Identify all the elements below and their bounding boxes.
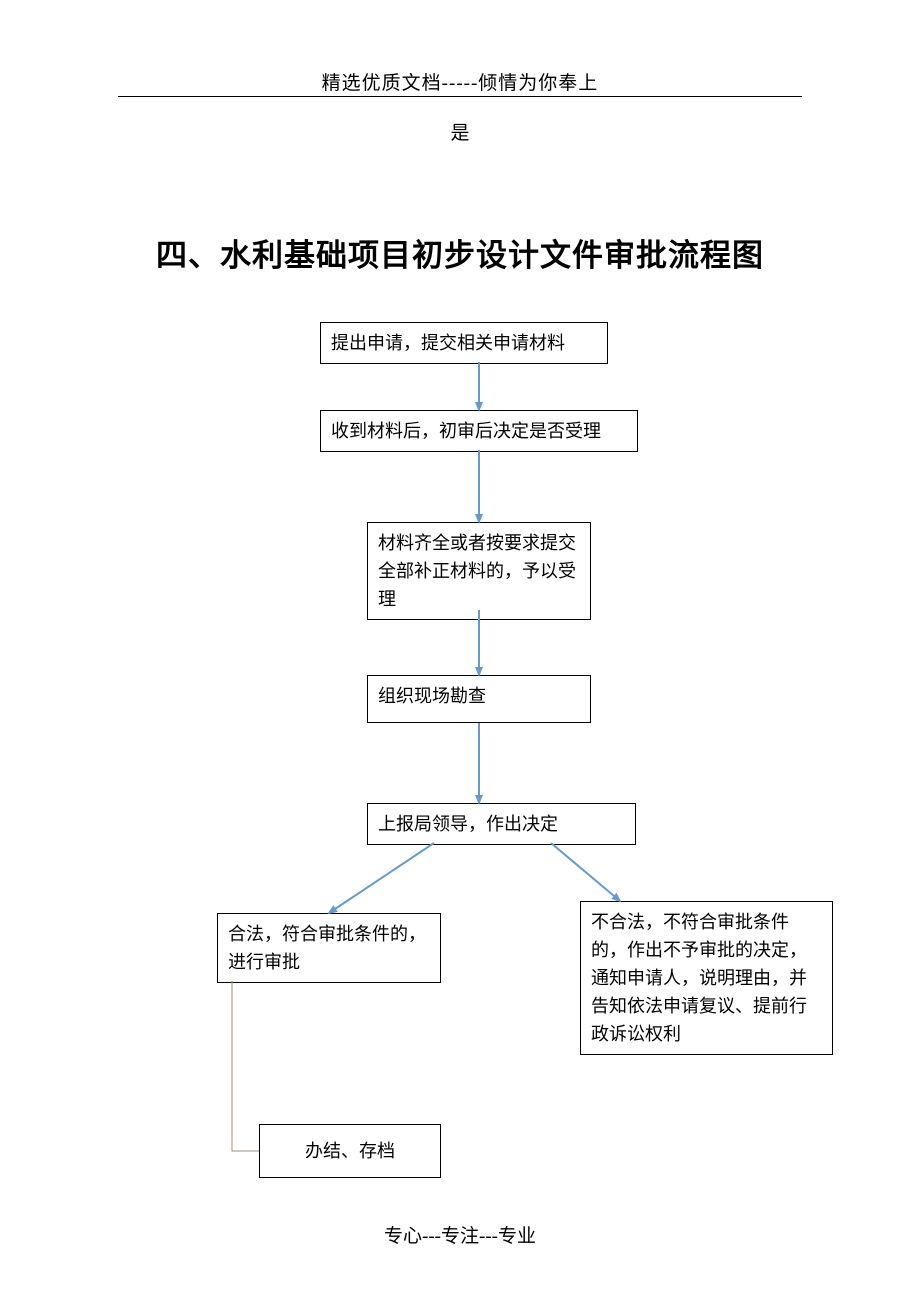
edge-n6-n8 [232, 981, 259, 1151]
main-title: 四、水利基础项目初步设计文件审批流程图 [0, 230, 920, 275]
top-label: 是 [0, 118, 920, 145]
edge-n5-n7 [551, 843, 620, 901]
flow-node-n3: 材料齐全或者按要求提交全部补正材料的，予以受理 [367, 522, 591, 620]
flow-node-n4: 组织现场勘查 [367, 675, 591, 723]
flow-node-n2: 收到材料后，初审后决定是否受理 [320, 410, 638, 452]
edge-n5-n6 [329, 843, 434, 913]
flowchart-arrows [0, 0, 920, 1302]
flow-node-n6: 合法，符合审批条件的，进行审批 [217, 913, 441, 983]
flow-node-n5: 上报局领导，作出决定 [367, 803, 636, 845]
page-header: 精选优质文档-----倾情为你奉上 [0, 68, 920, 95]
flow-node-n8: 办结、存档 [259, 1124, 441, 1178]
header-rule [118, 96, 802, 97]
page-footer: 专心---专注---专业 [0, 1221, 920, 1248]
flow-node-n1: 提出申请，提交相关申请材料 [320, 322, 608, 364]
flow-node-n7: 不合法，不符合审批条件的，作出不予审批的决定，通知申请人，说明理由，并告知依法申… [580, 901, 833, 1055]
